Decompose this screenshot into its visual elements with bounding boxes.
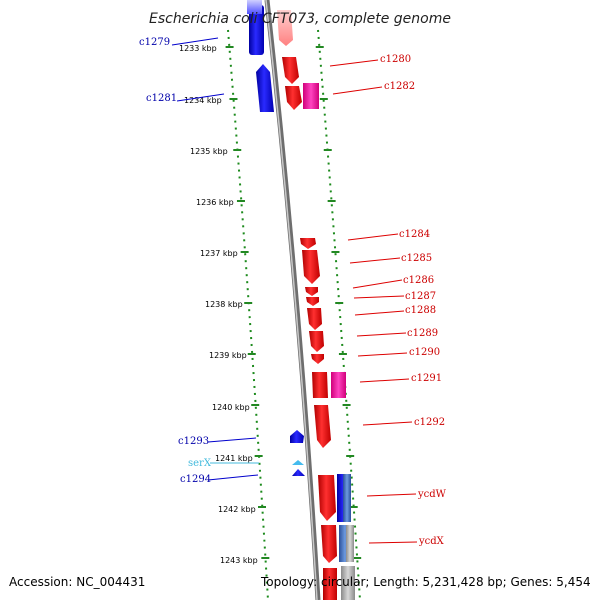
gene-c1290[interactable] [311,354,324,364]
gene-c1286[interactable] [305,287,318,296]
gene-c1279[interactable] [249,5,264,55]
topology-summary: Topology: circular; Length: 5,231,428 bp… [261,575,591,589]
ruler-label: 1237 kbp [200,249,238,258]
gene-label-c1288[interactable]: c1288 [405,305,436,316]
gene-label-c1287[interactable]: c1287 [405,291,436,302]
gene-c1287[interactable] [306,297,319,306]
gene-label-c1290[interactable]: c1290 [409,347,440,358]
ruler-label: 1238 kbp [205,300,243,309]
reverse-labels: c1279 c1281 c1293 serX c1294 [139,37,212,485]
gene-label-c1294[interactable]: c1294 [180,474,211,485]
gene-c1291[interactable] [331,372,346,398]
ruler-label: 1240 kbp [212,403,250,412]
gene-label-c1282[interactable]: c1282 [384,81,415,92]
gene-label-c1284[interactable]: c1284 [399,229,430,240]
gene-c1280-top[interactable] [277,10,293,46]
ruler-label: 1243 kbp [220,556,258,565]
gene-label-c1293[interactable]: c1293 [178,436,209,447]
gene-c1292[interactable] [314,405,331,448]
ruler-labels: 1233 kbp 1234 kbp 1235 kbp 1236 kbp 1237… [179,44,258,565]
gene-c1288[interactable] [307,308,322,330]
gene-c1282a[interactable] [285,86,302,110]
accession-text: Accession: NC_004431 [9,575,146,589]
forward-genes [277,10,355,600]
gene-serX[interactable] [292,460,304,465]
gene-label-c1285[interactable]: c1285 [401,253,432,264]
gene-ycdX-red[interactable] [321,525,337,563]
gene-c1289[interactable] [309,331,324,352]
gene-label-c1292[interactable]: c1292 [414,417,445,428]
gene-c1284[interactable] [300,238,316,249]
ruler-label: 1241 kbp [215,454,253,463]
forward-leaders [329,59,418,544]
forward-labels: c1280 c1282 c1284 c1285 c1286 c1287 c128… [380,54,447,547]
gene-bottom-grey[interactable] [341,566,355,600]
genome-backbone [264,0,321,600]
ruler-label: 1235 kbp [190,147,228,156]
gene-c1280[interactable] [282,57,299,84]
gene-c1285[interactable] [302,250,320,284]
gene-label-c1279[interactable]: c1279 [139,37,170,48]
gene-label-c1280[interactable]: c1280 [380,54,411,65]
gene-label-c1289[interactable]: c1289 [407,328,438,339]
gene-ycdX-grey[interactable] [346,525,354,562]
gene-c1282[interactable] [303,83,319,109]
gene-bottom-red[interactable] [323,568,337,600]
gene-label-c1281[interactable]: c1281 [146,93,177,104]
map-title: Escherichia coli CFT073, complete genome [149,11,451,27]
gene-label-ycdX[interactable]: ycdX [418,536,445,547]
gene-ycdW-red[interactable] [318,475,336,521]
gene-label-c1291[interactable]: c1291 [411,373,442,384]
ruler-ticks [225,46,362,559]
gene-c1294[interactable] [292,469,305,476]
ruler-label: 1234 kbp [184,96,222,105]
gene-c1291a[interactable] [312,372,328,398]
gene-c1293[interactable] [290,430,304,443]
gene-c1279-fade[interactable] [247,0,262,14]
ruler-label: 1233 kbp [179,44,217,53]
gene-ycdW-steel[interactable] [343,474,351,522]
reverse-leaders [171,37,259,481]
reverse-genes [247,0,305,476]
gene-label-c1286[interactable]: c1286 [403,275,434,286]
gene-c1281[interactable] [256,64,274,112]
gene-label-ycdW[interactable]: ycdW [417,489,447,500]
gene-label-serX[interactable]: serX [188,458,212,469]
ruler-label: 1236 kbp [196,198,234,207]
ruler-label: 1242 kbp [218,505,256,514]
ruler-label: 1239 kbp [209,351,247,360]
